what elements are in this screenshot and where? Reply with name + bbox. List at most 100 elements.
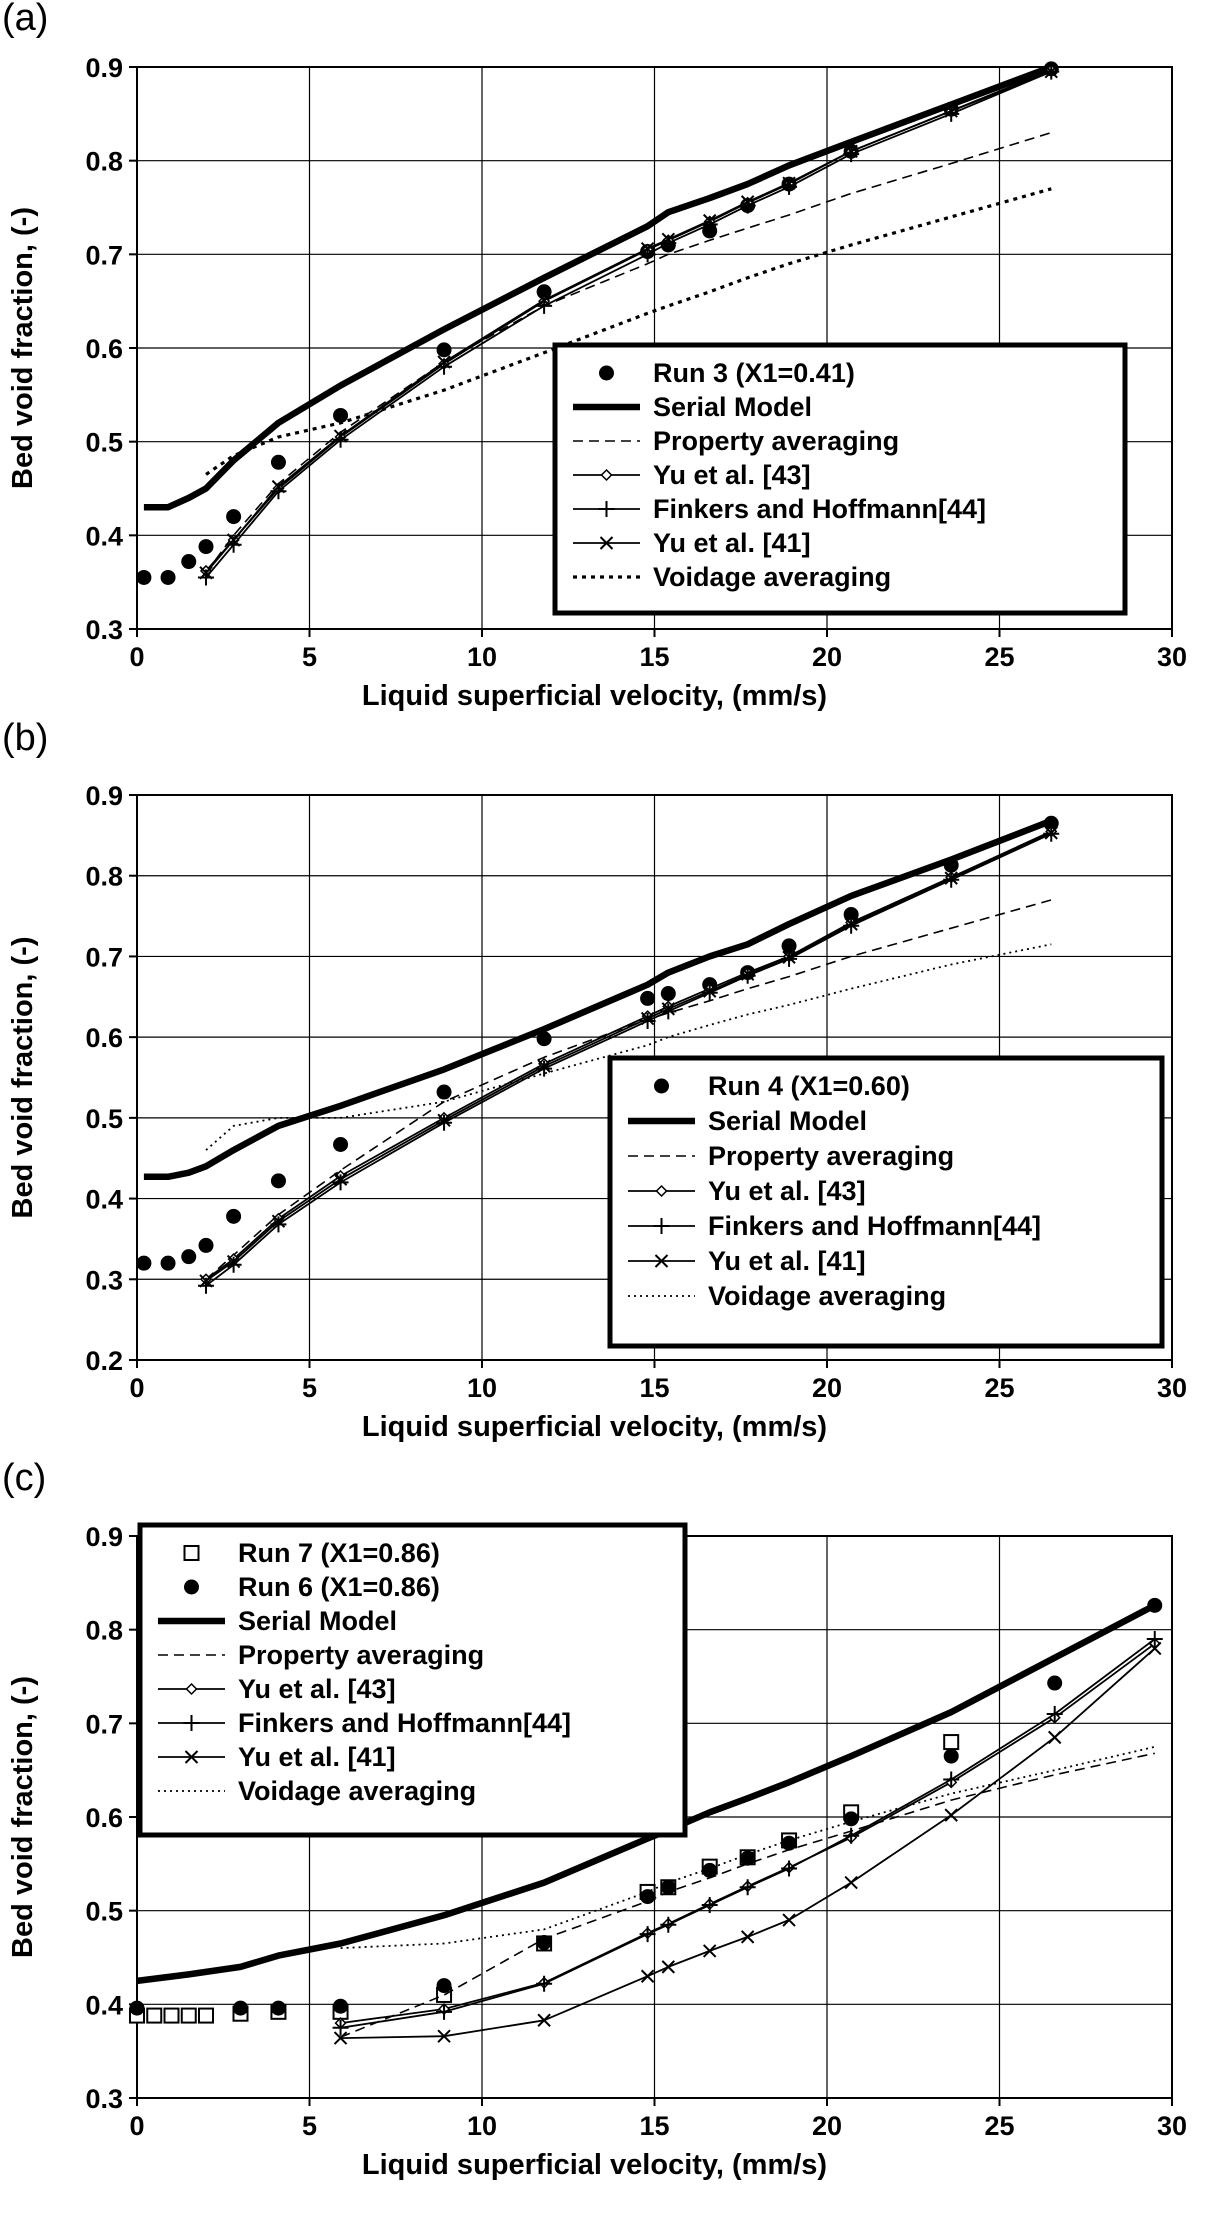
data-point bbox=[639, 1926, 656, 1943]
legend-label: Run 4 (X1=0.60) bbox=[708, 1071, 910, 1101]
data-point bbox=[536, 1935, 552, 1951]
series-property-averaging bbox=[205, 131, 1052, 574]
legend-swatch-marker bbox=[184, 1579, 199, 1595]
series-line bbox=[205, 70, 1052, 579]
data-point bbox=[702, 984, 717, 998]
data-point bbox=[740, 1930, 755, 1944]
data-point bbox=[1146, 1631, 1163, 1648]
data-point bbox=[333, 1136, 349, 1152]
y-tick-label: 0.5 bbox=[85, 1104, 123, 1134]
data-point bbox=[661, 1002, 676, 1016]
legend-label: Serial Model bbox=[708, 1106, 867, 1136]
data-point bbox=[740, 195, 755, 209]
data-point bbox=[782, 1913, 796, 1927]
data-point bbox=[180, 2007, 197, 2024]
data-point bbox=[271, 479, 286, 494]
y-tick-label: 0.5 bbox=[85, 1897, 123, 1927]
y-tick-label: 0.3 bbox=[85, 615, 123, 645]
data-point bbox=[660, 1916, 677, 1933]
legend-swatch-marker bbox=[654, 1078, 669, 1094]
x-tick-label: 15 bbox=[639, 1373, 669, 1403]
data-point bbox=[199, 1274, 213, 1288]
x-tick-label: 10 bbox=[467, 642, 497, 672]
series-yu-et-al-41 bbox=[199, 826, 1058, 1288]
legend-label: Yu et al. [41] bbox=[653, 528, 811, 558]
legend-label: Property averaging bbox=[653, 426, 899, 456]
legend: Run 7 (X1=0.86) Run 6 (X1=0.86) Serial Mod… bbox=[137, 1522, 688, 1838]
data-point bbox=[943, 1748, 959, 1764]
series-line bbox=[205, 830, 1052, 1281]
series-finkers-and-hoffmann-44 bbox=[332, 1631, 1163, 2036]
legend-label: Run 6 (X1=0.86) bbox=[238, 1572, 440, 1602]
panel-label: (b) bbox=[2, 717, 48, 759]
legend-swatch-marker bbox=[598, 501, 615, 517]
data-point bbox=[436, 1978, 452, 1994]
x-tick-label: 30 bbox=[1157, 642, 1187, 672]
data-point bbox=[160, 1255, 176, 1271]
legend-label: Serial Model bbox=[238, 1606, 397, 1636]
data-point bbox=[270, 454, 286, 470]
legend-swatch-marker bbox=[653, 1218, 670, 1234]
data-point bbox=[160, 569, 176, 585]
data-point bbox=[660, 986, 676, 1002]
legend-swatch-marker bbox=[655, 1184, 668, 1198]
legend-swatch-marker bbox=[185, 1682, 198, 1696]
data-point bbox=[1044, 826, 1058, 840]
data-point bbox=[1044, 64, 1058, 79]
x-tick-label: 5 bbox=[302, 2111, 317, 2141]
data-point bbox=[702, 1944, 717, 1958]
data-point bbox=[437, 2029, 451, 2043]
legend-box bbox=[552, 342, 1128, 616]
series-line bbox=[205, 70, 1052, 574]
series-line bbox=[340, 1752, 1155, 2038]
data-point bbox=[226, 1208, 242, 1224]
data-point bbox=[640, 990, 656, 1006]
data-point bbox=[198, 539, 214, 555]
data-point bbox=[437, 355, 451, 369]
y-axis-label: Bed void fraction, (-) bbox=[7, 937, 39, 1219]
x-axis-label: Liquid superficial velocity, (mm/s) bbox=[362, 2149, 827, 2181]
data-point bbox=[843, 917, 860, 934]
x-tick-label: 25 bbox=[984, 642, 1014, 672]
data-point bbox=[944, 104, 958, 118]
data-point bbox=[226, 533, 241, 547]
y-tick-label: 0.9 bbox=[85, 781, 123, 811]
data-point bbox=[640, 242, 655, 256]
data-point bbox=[181, 554, 197, 570]
legend-label: Voidage averaging bbox=[653, 562, 891, 592]
x-axis-label: Liquid superficial velocity, (mm/s) bbox=[362, 680, 827, 712]
data-point bbox=[436, 342, 452, 358]
data-point bbox=[843, 1811, 859, 1827]
y-tick-label: 0.6 bbox=[85, 1023, 123, 1053]
x-axis-label: Liquid superficial velocity, (mm/s) bbox=[362, 1411, 827, 1443]
data-point bbox=[163, 2007, 180, 2024]
panel-label: (c) bbox=[2, 1457, 46, 1499]
data-point bbox=[701, 1897, 718, 1914]
data-point bbox=[843, 906, 859, 922]
data-point bbox=[844, 144, 858, 159]
y-tick-label: 0.8 bbox=[85, 1616, 123, 1646]
x-tick-label: 25 bbox=[984, 1373, 1014, 1403]
y-tick-label: 0.4 bbox=[85, 1185, 123, 1215]
data-point bbox=[333, 407, 349, 423]
y-tick-label: 0.7 bbox=[85, 240, 123, 270]
legend: Run 3 (X1=0.41) Serial Model Property aver… bbox=[552, 342, 1128, 616]
y-tick-label: 0.5 bbox=[85, 428, 123, 458]
data-point bbox=[332, 2019, 349, 2036]
legend-box bbox=[607, 1055, 1165, 1349]
data-point bbox=[270, 1173, 286, 1189]
series-property-averaging bbox=[340, 1752, 1155, 2038]
panel-label: (a) bbox=[2, 0, 48, 39]
series-line bbox=[340, 1745, 1156, 1949]
data-point bbox=[702, 213, 717, 228]
data-point bbox=[226, 1254, 241, 1269]
series-line bbox=[205, 832, 1052, 1282]
data-point bbox=[943, 1734, 960, 1751]
data-point bbox=[333, 429, 348, 443]
series-line bbox=[205, 131, 1052, 574]
x-tick-label: 15 bbox=[639, 642, 669, 672]
legend-box bbox=[137, 1522, 688, 1838]
x-tick-label: 20 bbox=[812, 2111, 842, 2141]
data-point bbox=[270, 1216, 287, 1233]
x-tick-label: 30 bbox=[1157, 1373, 1187, 1403]
